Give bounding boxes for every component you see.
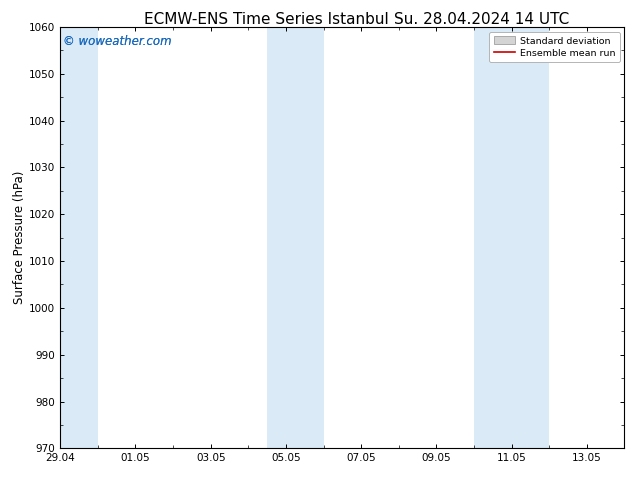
Text: ECMW-ENS Time Series Istanbul: ECMW-ENS Time Series Istanbul	[144, 12, 389, 27]
Text: Su. 28.04.2024 14 UTC: Su. 28.04.2024 14 UTC	[394, 12, 569, 27]
Text: © woweather.com: © woweather.com	[63, 35, 172, 49]
Text: © woweather.com: © woweather.com	[63, 35, 172, 49]
Bar	[474, 27, 549, 448]
Bar	[267, 27, 323, 448]
Bar	[60, 27, 98, 448]
Y-axis label: Surface Pressure (hPa): Surface Pressure (hPa)	[13, 171, 27, 304]
Legend: Standard deviation, Ensemble mean run: Standard deviation, Ensemble mean run	[489, 32, 620, 62]
